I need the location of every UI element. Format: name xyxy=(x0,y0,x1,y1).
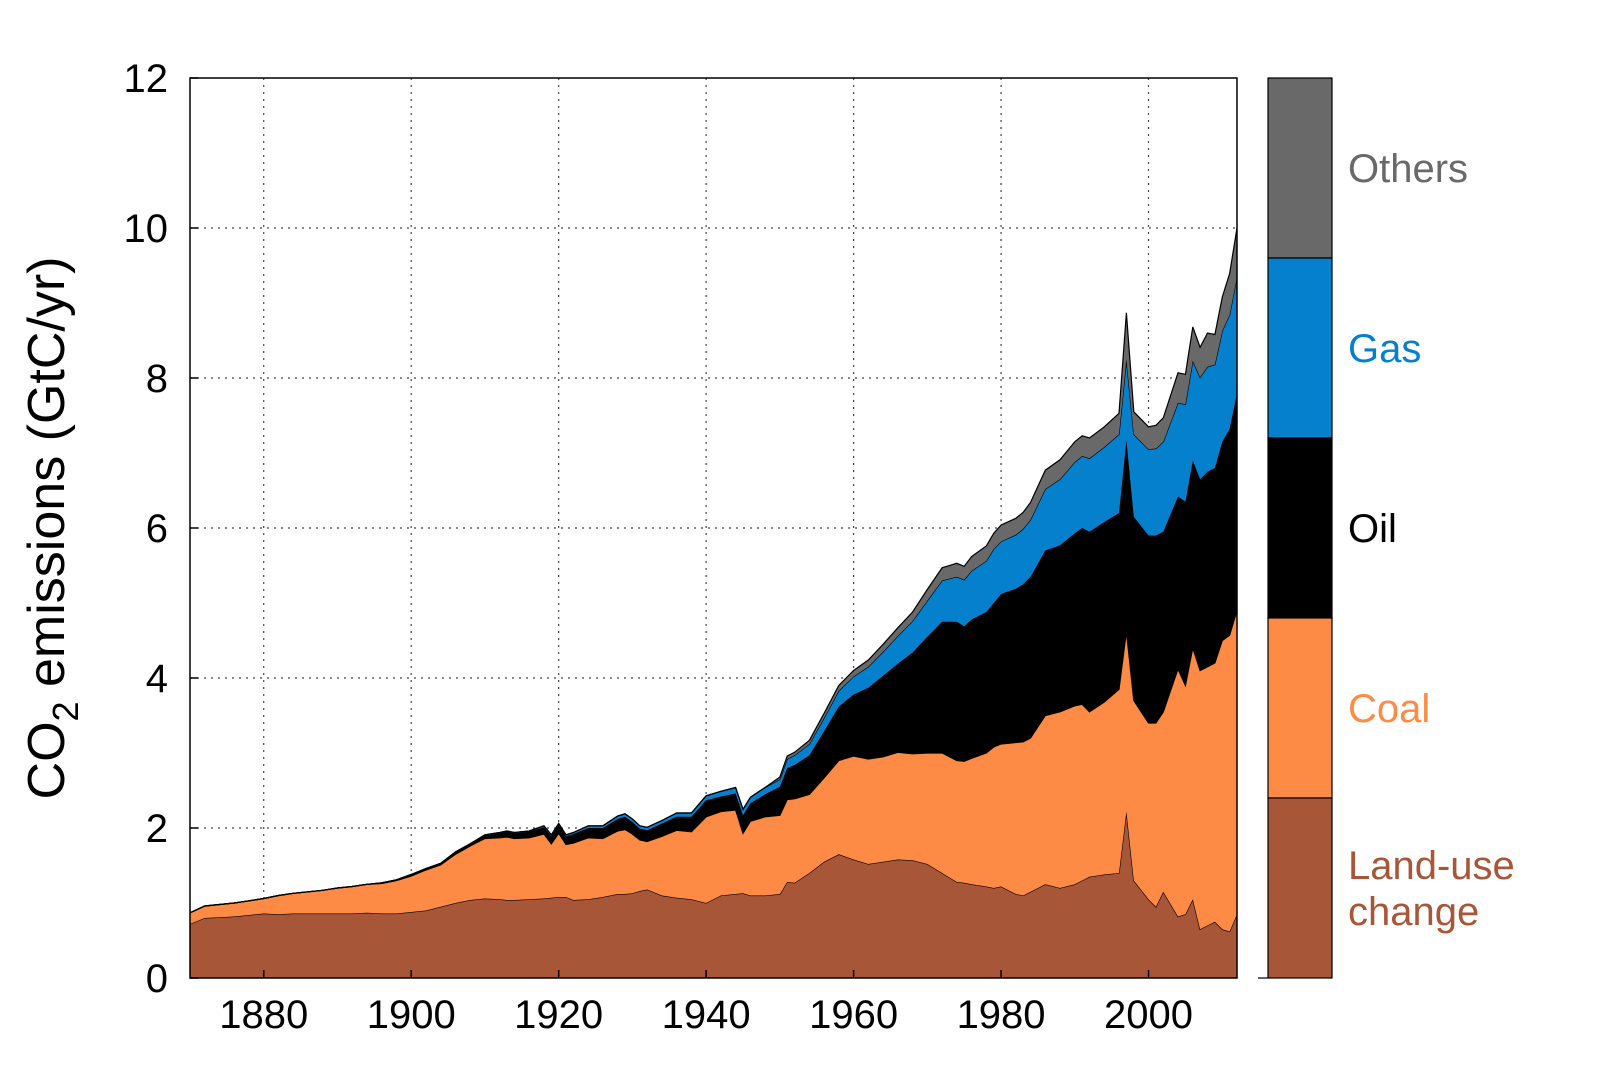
x-tick-label: 1980 xyxy=(957,993,1046,1037)
legend-swatch xyxy=(1267,797,1333,979)
y-axis-label: CO2 emissions (GtC/yr) xyxy=(18,257,86,800)
y-tick-label: 12 xyxy=(124,57,169,101)
legend-label: Land-use change xyxy=(1348,844,1515,934)
series-area-oil xyxy=(190,393,1237,913)
y-tick-label: 2 xyxy=(146,807,168,851)
x-tick-label: 1960 xyxy=(809,993,898,1037)
legend-label: Gas xyxy=(1348,327,1421,371)
series-area-coal xyxy=(190,610,1237,932)
legend: Others Gas Oil Coal Land-use change xyxy=(1258,77,1515,979)
axis-ticks: 1880 1900 1920 1940 1960 1980 2000 0 2 4 6 8 10 12 xyxy=(124,57,1194,1037)
y-tick-label: 6 xyxy=(146,507,168,551)
y-tick-label: 8 xyxy=(146,357,168,401)
legend-swatch xyxy=(1267,77,1333,259)
legend-swatch xyxy=(1267,257,1333,439)
y-tick-label: 0 xyxy=(146,957,168,1001)
x-tick-label: 1920 xyxy=(514,993,603,1037)
y-tick-label: 10 xyxy=(124,207,169,251)
stacked-areas xyxy=(189,227,1238,978)
y-tick-label: 4 xyxy=(146,657,168,701)
legend-label: Oil xyxy=(1348,507,1397,551)
x-tick-label: 2000 xyxy=(1104,993,1193,1037)
x-tick-label: 1900 xyxy=(367,993,456,1037)
series-boundary-others xyxy=(189,227,1238,914)
series-area-land-use-change xyxy=(190,811,1237,978)
legend-swatch xyxy=(1267,617,1333,799)
legend-label: Coal xyxy=(1348,687,1430,731)
legend-label: Others xyxy=(1348,147,1468,191)
x-tick-label: 1880 xyxy=(219,993,308,1037)
legend-swatch xyxy=(1267,437,1333,619)
x-tick-label: 1940 xyxy=(662,993,751,1037)
